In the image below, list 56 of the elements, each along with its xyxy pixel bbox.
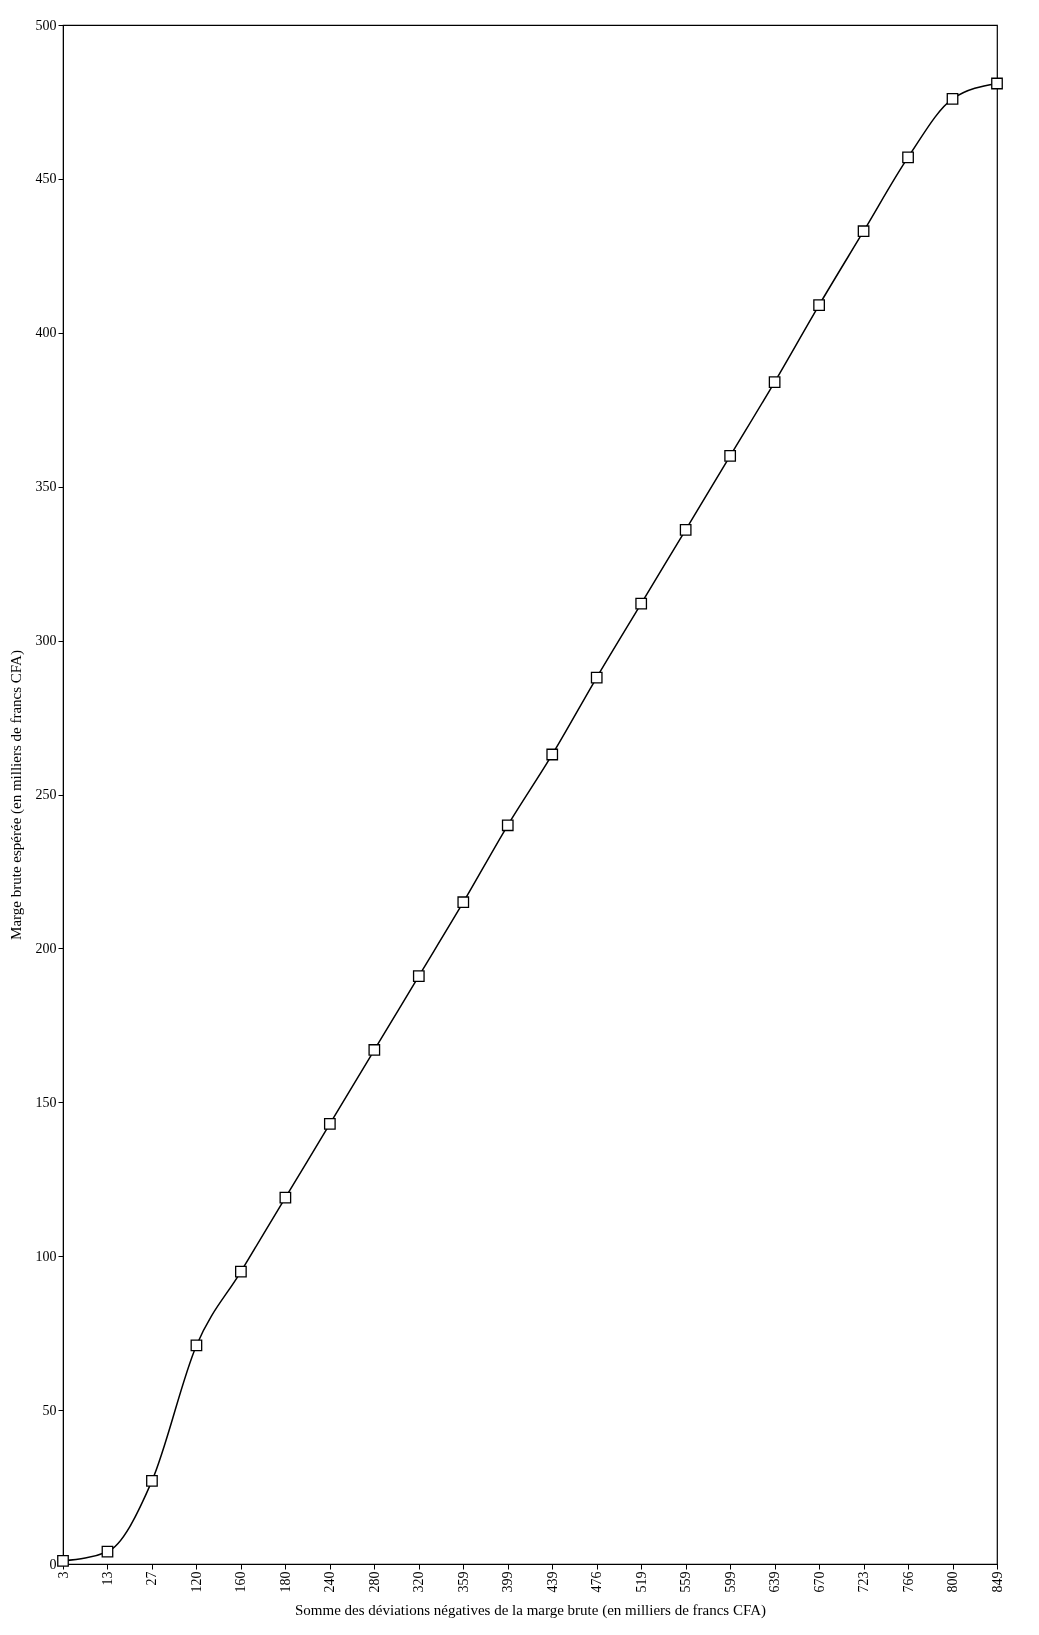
- y-tick-label: 200: [35, 940, 57, 956]
- y-axis-title: Marge brute espérée (en milliers de francs CFA): [7, 650, 25, 940]
- point: [991, 77, 1003, 90]
- point: [813, 299, 825, 311]
- point: [57, 1555, 69, 1567]
- point: [857, 225, 870, 238]
- x-tick-label: 3: [55, 1571, 71, 1579]
- x-tick-label: 399: [500, 1571, 516, 1593]
- y-tick-label: 0: [49, 1556, 57, 1572]
- x-tick-label: 670: [811, 1571, 827, 1593]
- x-tick-label: 476: [589, 1571, 605, 1593]
- y-tick-label: 350: [35, 479, 57, 495]
- y-tick-label: 50: [42, 1402, 57, 1418]
- x-axis-title: Somme des déviations négatives de la marge brute (en milliers de francs CFA): [295, 1601, 766, 1619]
- x-tick-label: 559: [678, 1571, 694, 1593]
- x-tick-label: 240: [322, 1571, 338, 1593]
- point: [146, 1475, 158, 1487]
- x-tick-label: 280: [366, 1571, 382, 1593]
- point: [724, 450, 737, 462]
- x-tick-label: 519: [633, 1571, 649, 1593]
- x-tick-label: 13: [99, 1571, 115, 1586]
- point: [457, 896, 470, 909]
- x-tick-label: 359: [455, 1571, 471, 1593]
- point: [235, 1265, 247, 1278]
- y-tick-label: 450: [35, 171, 57, 187]
- x-tick-label: 120: [188, 1571, 204, 1593]
- x-tick-label: 599: [722, 1571, 738, 1593]
- point: [590, 671, 603, 684]
- x-tick-label: 639: [767, 1571, 783, 1593]
- point: [501, 819, 514, 832]
- x-tick-label: 27: [144, 1571, 160, 1586]
- y-tick-label: 500: [35, 17, 57, 33]
- y-tick-label: 250: [35, 787, 57, 802]
- point: [546, 748, 559, 761]
- y-tick-label: 300: [35, 633, 57, 649]
- point: [279, 1191, 292, 1204]
- x-tick-label: 723: [856, 1571, 872, 1593]
- point: [679, 523, 692, 536]
- point: [323, 1117, 336, 1130]
- point: [412, 970, 425, 982]
- x-tick-label: 439: [544, 1571, 560, 1593]
- x-tick-label: 160: [233, 1571, 249, 1593]
- y-tick-label: 100: [35, 1248, 57, 1264]
- point: [368, 1044, 381, 1056]
- point: [902, 151, 914, 164]
- point: [946, 92, 959, 105]
- point: [635, 597, 648, 610]
- x-tick-label: 320: [411, 1571, 427, 1593]
- x-tick-label: 766: [900, 1571, 916, 1593]
- x-tick-label: 849: [989, 1571, 1005, 1593]
- x-tick-label: 180: [277, 1571, 293, 1593]
- y-tick-label: 400: [35, 325, 57, 341]
- point: [768, 376, 781, 388]
- x-tick-label: 800: [945, 1571, 961, 1593]
- y-tick-label: 150: [35, 1094, 57, 1110]
- point: [101, 1545, 114, 1558]
